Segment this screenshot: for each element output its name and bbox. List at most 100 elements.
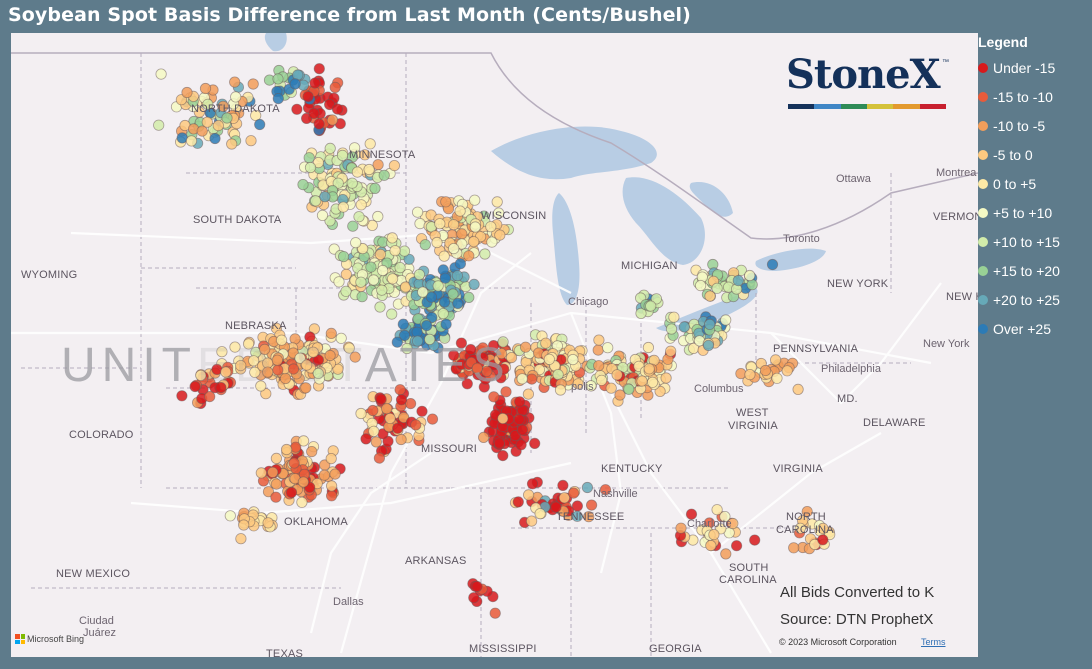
bid-point[interactable] (529, 437, 541, 449)
bid-point[interactable] (153, 119, 165, 131)
bid-point[interactable] (347, 220, 359, 232)
bid-point[interactable] (704, 290, 716, 302)
bid-point[interactable] (235, 533, 247, 545)
bid-point[interactable] (495, 347, 508, 360)
bid-point[interactable] (307, 346, 319, 358)
bid-point[interactable] (468, 278, 480, 290)
bid-point[interactable] (730, 540, 743, 552)
bid-point[interactable] (212, 120, 224, 132)
bid-point[interactable] (522, 489, 535, 501)
bid-point[interactable] (395, 394, 408, 406)
bid-point[interactable] (522, 388, 535, 400)
bid-point[interactable] (372, 210, 384, 223)
bid-point[interactable] (216, 346, 228, 358)
bid-point[interactable] (456, 228, 468, 240)
bid-point[interactable] (516, 373, 528, 385)
bid-point[interactable] (262, 486, 275, 498)
bid-point[interactable] (249, 366, 261, 378)
bid-point[interactable] (746, 279, 758, 291)
bid-point[interactable] (801, 505, 813, 518)
bid-point[interactable] (306, 445, 318, 458)
bid-point[interactable] (280, 443, 293, 456)
bid-point[interactable] (308, 107, 320, 120)
bid-point[interactable] (304, 161, 317, 174)
bid-point[interactable] (678, 321, 690, 333)
bid-point[interactable] (554, 384, 567, 396)
legend-item[interactable]: +20 to +25 (978, 285, 1092, 314)
bid-point[interactable] (384, 412, 396, 424)
bid-point[interactable] (245, 135, 257, 147)
bid-point[interactable] (312, 367, 324, 379)
bid-point[interactable] (705, 539, 717, 552)
bid-point[interactable] (401, 342, 413, 355)
bid-point[interactable] (272, 92, 284, 105)
bid-point[interactable] (454, 258, 466, 270)
bid-point[interactable] (270, 478, 282, 490)
bid-point[interactable] (448, 243, 460, 255)
bid-point[interactable] (374, 301, 386, 313)
bid-point[interactable] (448, 349, 460, 361)
bid-point[interactable] (272, 73, 284, 85)
bid-point[interactable] (181, 86, 193, 99)
bid-point[interactable] (438, 250, 450, 262)
bid-point[interactable] (255, 380, 267, 392)
bid-point[interactable] (421, 319, 433, 332)
bid-point[interactable] (262, 517, 274, 529)
bid-point[interactable] (297, 179, 309, 191)
bid-point[interactable] (201, 116, 213, 128)
bid-point[interactable] (769, 354, 782, 366)
bid-point[interactable] (417, 286, 429, 298)
bid-point[interactable] (438, 296, 451, 308)
bid-point[interactable] (497, 412, 509, 425)
legend-item[interactable]: -15 to -10 (978, 82, 1092, 111)
bid-point[interactable] (215, 381, 227, 394)
bid-point[interactable] (431, 236, 443, 249)
bid-point[interactable] (720, 548, 732, 560)
bid-point[interactable] (255, 467, 267, 479)
bid-point[interactable] (388, 160, 400, 172)
bid-point[interactable] (434, 218, 446, 230)
bid-point[interactable] (595, 374, 608, 386)
bid-point[interactable] (389, 245, 401, 257)
bid-point[interactable] (479, 248, 491, 260)
bid-point[interactable] (355, 407, 367, 420)
bid-point[interactable] (300, 382, 312, 394)
bid-point[interactable] (455, 337, 467, 349)
bid-point[interactable] (477, 431, 490, 443)
bid-point[interactable] (410, 419, 422, 431)
bid-point[interactable] (363, 163, 375, 176)
bid-point[interactable] (665, 345, 677, 357)
bid-point[interactable] (727, 517, 739, 530)
bid-point[interactable] (398, 329, 411, 341)
bid-point[interactable] (665, 323, 678, 335)
bid-point[interactable] (540, 337, 552, 349)
basis-map[interactable]: UNITED STATES NORTH DAKOTA MINNESOTA SOU… (11, 33, 978, 657)
bid-point[interactable] (525, 515, 538, 527)
bid-point[interactable] (585, 499, 598, 511)
bid-point[interactable] (329, 468, 341, 480)
bid-point[interactable] (567, 487, 580, 499)
bid-point[interactable] (526, 373, 538, 385)
bid-point[interactable] (426, 413, 439, 425)
bid-point[interactable] (516, 424, 528, 436)
bid-point[interactable] (645, 300, 657, 312)
bid-point[interactable] (301, 359, 313, 371)
bid-point[interactable] (719, 510, 731, 523)
bid-point[interactable] (660, 372, 672, 384)
bid-point[interactable] (720, 314, 732, 326)
bid-point[interactable] (262, 366, 274, 378)
bid-point[interactable] (732, 275, 744, 287)
bid-point[interactable] (788, 542, 800, 554)
bid-point[interactable] (325, 480, 338, 492)
bid-point[interactable] (378, 169, 390, 181)
bid-point[interactable] (196, 125, 208, 137)
bid-point[interactable] (367, 274, 380, 286)
bid-point[interactable] (238, 519, 250, 531)
bid-point[interactable] (749, 534, 761, 546)
bid-point[interactable] (585, 380, 597, 392)
bid-point[interactable] (297, 435, 310, 447)
bid-point[interactable] (374, 248, 386, 260)
bid-point[interactable] (337, 201, 349, 213)
bid-point[interactable] (324, 349, 336, 362)
bid-point[interactable] (248, 355, 260, 367)
